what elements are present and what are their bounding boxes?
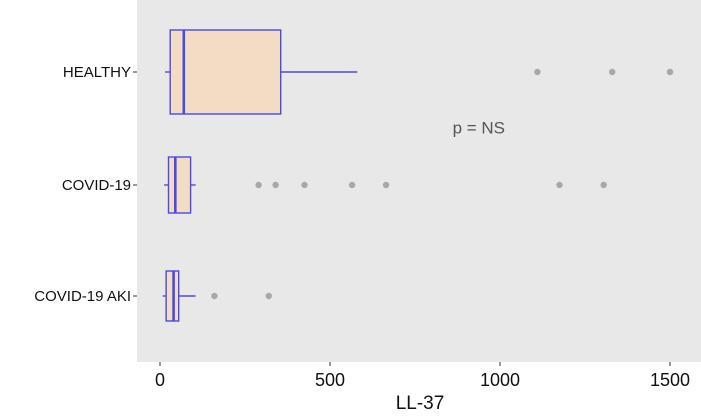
p-value-annotation: p = NS <box>453 119 505 138</box>
outlier-point-covid-19 <box>272 181 279 189</box>
outlier-point-healthy <box>666 68 674 76</box>
y-tick-label-covid-19-aki: COVID-19 AKI <box>34 288 131 305</box>
x-axis: 0 500 1000 1500 <box>155 362 690 390</box>
y-tick-label-covid-19: COVID-19 <box>62 177 131 194</box>
outlier-point-healthy <box>609 68 616 76</box>
x-tick-label-0: 0 <box>155 370 165 390</box>
outlier-point-covid-19 <box>600 181 607 189</box>
outlier-point-covid-19 <box>382 181 390 189</box>
outliers-layer <box>211 68 674 300</box>
outlier-point-covid-19 <box>348 181 356 189</box>
box-covid-19 <box>167 156 192 214</box>
x-tick-label-1000: 1000 <box>480 370 520 390</box>
box-healthy <box>169 29 282 115</box>
outlier-point-covid-19 <box>255 181 262 189</box>
boxes-layer <box>162 29 358 322</box>
outlier-point-healthy <box>534 68 541 76</box>
x-tick-label-500: 500 <box>315 370 345 390</box>
x-tick-label-1500: 1500 <box>650 370 690 390</box>
y-axis: HEALTHY COVID-19 COVID-19 AKI <box>34 64 137 305</box>
outlier-point-covid-19-aki <box>211 292 218 300</box>
outlier-point-covid-19 <box>301 181 308 189</box>
outlier-point-covid-19-aki <box>265 292 272 300</box>
outlier-point-covid-19 <box>556 181 563 189</box>
y-tick-label-healthy: HEALTHY <box>63 64 131 81</box>
x-axis-title: LL-37 <box>396 393 445 414</box>
